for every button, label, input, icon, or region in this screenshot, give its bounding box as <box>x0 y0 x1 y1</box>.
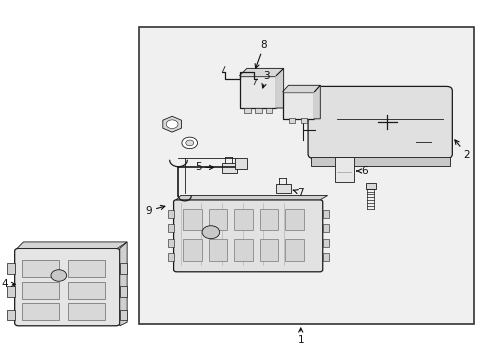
Circle shape <box>202 226 219 239</box>
Bar <box>288 118 294 123</box>
Text: 7: 7 <box>293 188 304 198</box>
Bar <box>7 263 15 274</box>
Polygon shape <box>314 85 320 119</box>
Polygon shape <box>17 242 127 248</box>
FancyBboxPatch shape <box>15 248 120 326</box>
Bar <box>22 260 59 277</box>
Bar <box>322 210 328 218</box>
Bar <box>7 310 15 320</box>
Text: 1: 1 <box>297 328 304 345</box>
Text: 2: 2 <box>454 140 469 160</box>
Polygon shape <box>120 242 127 326</box>
Bar <box>68 303 105 320</box>
Bar <box>139 27 473 324</box>
Bar <box>167 239 173 247</box>
Bar <box>239 76 276 108</box>
Text: 9: 9 <box>145 205 164 216</box>
Bar <box>7 286 15 297</box>
Bar <box>285 239 303 261</box>
Polygon shape <box>282 85 320 92</box>
Text: 6: 6 <box>356 166 367 176</box>
Bar <box>282 92 314 119</box>
Bar <box>234 158 246 169</box>
Bar <box>68 260 105 277</box>
Bar <box>208 209 227 230</box>
Bar <box>22 303 59 320</box>
Bar <box>365 183 375 189</box>
Bar <box>221 163 237 173</box>
Text: 5: 5 <box>194 162 213 172</box>
FancyBboxPatch shape <box>173 200 322 272</box>
Text: 8: 8 <box>255 40 267 68</box>
Polygon shape <box>176 195 327 200</box>
Bar <box>322 253 328 261</box>
Bar <box>310 157 449 166</box>
Bar <box>120 310 127 320</box>
Bar <box>183 239 202 261</box>
Bar <box>120 286 127 297</box>
Bar <box>22 282 59 299</box>
Bar <box>234 239 252 261</box>
Bar <box>276 184 290 193</box>
Polygon shape <box>276 68 283 108</box>
Bar <box>265 108 272 113</box>
Bar <box>167 224 173 232</box>
Bar <box>120 263 127 274</box>
Text: 4: 4 <box>1 279 16 289</box>
Bar <box>300 118 306 123</box>
Bar <box>334 157 353 182</box>
Bar <box>285 209 303 230</box>
Circle shape <box>182 137 197 149</box>
Bar <box>167 253 173 261</box>
Polygon shape <box>163 116 181 132</box>
Circle shape <box>166 120 178 129</box>
Text: 3: 3 <box>262 71 269 88</box>
Bar <box>322 224 328 232</box>
Circle shape <box>51 270 66 281</box>
Polygon shape <box>239 68 283 76</box>
Bar <box>322 239 328 247</box>
Bar <box>167 210 173 218</box>
Bar <box>259 239 278 261</box>
Bar <box>255 108 261 113</box>
FancyBboxPatch shape <box>307 86 451 158</box>
Bar <box>68 282 105 299</box>
Bar <box>259 209 278 230</box>
Bar <box>208 239 227 261</box>
Bar <box>234 209 252 230</box>
Circle shape <box>185 140 193 146</box>
Bar <box>183 209 202 230</box>
Bar <box>244 108 250 113</box>
